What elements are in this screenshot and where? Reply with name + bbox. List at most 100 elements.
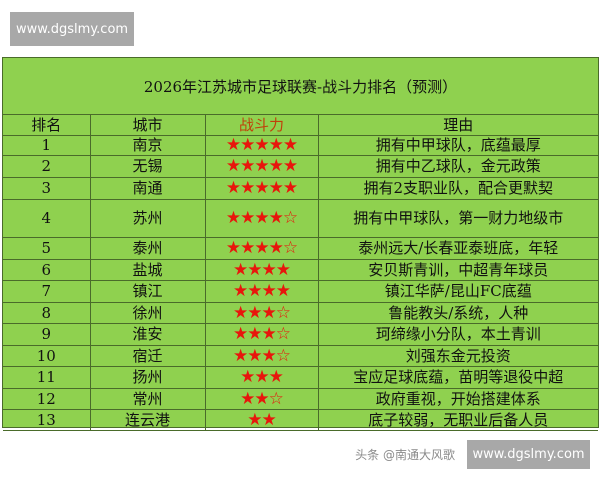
star-filled-icon: ★ [247,302,262,323]
star-filled-icon: ★ [282,156,298,176]
rank-cell: 1 [3,134,91,156]
star-filled-icon: ★ [233,302,248,323]
star-filled-icon: ★ [225,156,241,176]
city-cell: 南京 [89,134,206,156]
table-row: 1 南京 ★★★★★ 拥有中甲球队，底蕴最厚 [3,134,598,156]
power-stars-cell: ★★ [204,408,319,431]
reason-cell: 泰州远大/长春亚泰班底，年轻 [317,236,598,260]
header-row: 排名 城市 战斗力 理由 [3,115,598,136]
star-filled-icon: ★ [254,156,269,176]
city-cell: 连云港 [89,408,206,431]
star-filled-icon: ★ [240,238,255,258]
star-empty-icon: ☆ [275,302,291,323]
star-filled-icon: ★ [261,302,277,323]
source-watermark: 头条 @南通大风歌 [355,448,455,462]
table-title: 2026年江苏城市足球联赛-战斗力排名（预测） [3,58,598,115]
rank-cell: 9 [3,322,91,346]
header-power: 战斗力 [204,115,319,136]
rank-cell: 2 [3,154,91,178]
star-filled-icon: ★ [225,238,241,258]
star-filled-icon: ★ [261,345,277,366]
table-row: 4 苏州 ★★★★☆ 拥有中甲球队，第一财力地级市 [3,198,598,238]
star-filled-icon: ★ [268,135,284,155]
table-row: 2 无锡 ★★★★★ 拥有中乙球队，金元政策 [3,154,598,178]
star-filled-icon: ★ [247,259,262,280]
star-filled-icon: ★ [254,388,269,409]
table-row: 9 淮安 ★★★☆ 珂缔缘小分队，本土青训 [3,322,598,346]
star-empty-icon: ☆ [282,208,298,228]
star-filled-icon: ★ [261,281,277,301]
reason-cell: 珂缔缘小分队，本土青训 [317,322,598,346]
reason-cell: 鲁能教头/系统，人种 [317,301,598,324]
table-row: 12 常州 ★★☆ 政府重视，开始搭建体系 [3,387,598,410]
star-filled-icon: ★ [268,208,284,228]
star-filled-icon: ★ [282,178,298,198]
reason-cell: 拥有中甲球队，底蕴最厚 [317,134,598,156]
reason-cell: 拥有中乙球队，金元政策 [317,154,598,178]
star-empty-icon: ☆ [268,388,284,409]
city-cell: 宿迁 [89,344,206,367]
star-filled-icon: ★ [261,259,277,280]
city-cell: 淮安 [89,322,206,346]
star-filled-icon: ★ [233,324,248,344]
star-filled-icon: ★ [261,324,277,344]
star-filled-icon: ★ [268,156,284,176]
city-cell: 镇江 [89,279,206,303]
star-filled-icon: ★ [233,259,248,280]
reason-cell: 刘强东金元投资 [317,344,598,367]
star-filled-icon: ★ [247,409,262,430]
star-filled-icon: ★ [254,367,269,387]
table-row: 3 南通 ★★★★★ 拥有2支职业队，配合更默契 [3,176,598,200]
power-stars-cell: ★★★☆ [204,344,319,367]
city-cell: 无锡 [89,154,206,178]
rank-cell: 13 [3,408,91,431]
star-empty-icon: ☆ [282,238,298,258]
reason-cell: 底子较弱，无职业后备人员 [317,408,598,431]
power-stars-cell: ★★★★ [204,258,319,281]
table-row: 5 泰州 ★★★★☆ 泰州远大/长春亚泰班底，年轻 [3,236,598,260]
star-filled-icon: ★ [233,345,248,366]
city-cell: 苏州 [89,198,206,238]
star-filled-icon: ★ [233,281,248,301]
header-rank: 排名 [3,115,91,136]
star-filled-icon: ★ [268,367,284,387]
rank-cell: 11 [3,365,91,389]
rank-cell: 7 [3,279,91,303]
star-filled-icon: ★ [261,409,277,430]
rank-cell: 5 [3,236,91,260]
table-row: 8 徐州 ★★★☆ 鲁能教头/系统，人种 [3,301,598,324]
star-filled-icon: ★ [254,208,269,228]
power-stars-cell: ★★★★★ [204,176,319,200]
reason-cell: 拥有2支职业队，配合更默契 [317,176,598,200]
header-city: 城市 [89,115,206,136]
power-stars-cell: ★★★★★ [204,134,319,156]
power-stars-cell: ★★★★★ [204,154,319,178]
power-stars-cell: ★★★★ [204,279,319,303]
reason-cell: 镇江华萨/昆山FC底蕴 [317,279,598,303]
watermark-top: www.dgslmy.com [10,12,134,46]
star-filled-icon: ★ [247,345,262,366]
star-filled-icon: ★ [275,281,291,301]
reason-cell: 安贝斯青训，中超青年球员 [317,258,598,281]
power-stars-cell: ★★★★☆ [204,236,319,260]
reason-cell: 宝应足球底蕴，苗明等退役中超 [317,365,598,389]
star-filled-icon: ★ [282,135,298,155]
star-filled-icon: ★ [225,178,241,198]
watermark-bottom: www.dgslmy.com [467,440,590,469]
star-filled-icon: ★ [240,208,255,228]
power-stars-cell: ★★★★☆ [204,198,319,238]
reason-cell: 政府重视，开始搭建体系 [317,387,598,410]
star-filled-icon: ★ [268,238,284,258]
star-filled-icon: ★ [247,324,262,344]
star-filled-icon: ★ [268,178,284,198]
rank-cell: 8 [3,301,91,324]
star-filled-icon: ★ [275,259,291,280]
city-cell: 盐城 [89,258,206,281]
star-filled-icon: ★ [240,388,255,409]
star-filled-icon: ★ [240,135,255,155]
city-cell: 南通 [89,176,206,200]
city-cell: 常州 [89,387,206,410]
star-filled-icon: ★ [240,178,255,198]
power-stars-cell: ★★★ [204,365,319,389]
power-stars-cell: ★★★☆ [204,301,319,324]
